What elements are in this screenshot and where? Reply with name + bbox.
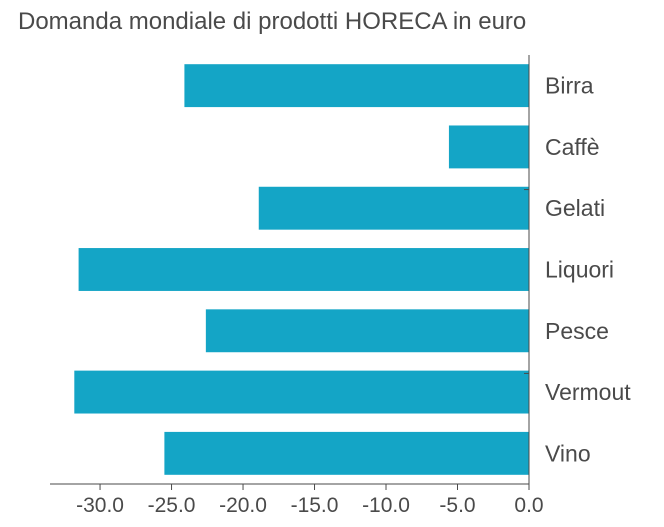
bar-vermout bbox=[74, 370, 529, 414]
x-tick-label: -25.0 bbox=[148, 494, 196, 517]
x-tick-label: -30.0 bbox=[76, 494, 124, 517]
bar-gelati bbox=[258, 186, 529, 230]
category-label: Caffè bbox=[545, 134, 600, 160]
category-label: Gelati bbox=[545, 195, 605, 221]
bar-liquori bbox=[78, 248, 529, 291]
category-label: Vino bbox=[545, 440, 591, 466]
chart-title: Domanda mondiale di prodotti HORECA in e… bbox=[18, 8, 527, 35]
category-label: Liquori bbox=[545, 257, 614, 283]
x-tick-label: -20.0 bbox=[219, 494, 267, 517]
bar-caffè bbox=[448, 125, 529, 169]
bar-vino bbox=[164, 431, 529, 475]
x-tick-label: 0.0 bbox=[514, 494, 543, 517]
x-tick-label: -10.0 bbox=[362, 494, 410, 517]
category-label: Pesce bbox=[545, 318, 609, 344]
category-label: Vermout bbox=[545, 379, 631, 405]
bar-pesce bbox=[205, 309, 529, 353]
bar-birra bbox=[184, 64, 529, 108]
x-tick-label: -15.0 bbox=[291, 494, 339, 517]
x-tick-label: -5.0 bbox=[439, 494, 475, 517]
category-label: Birra bbox=[545, 73, 594, 99]
